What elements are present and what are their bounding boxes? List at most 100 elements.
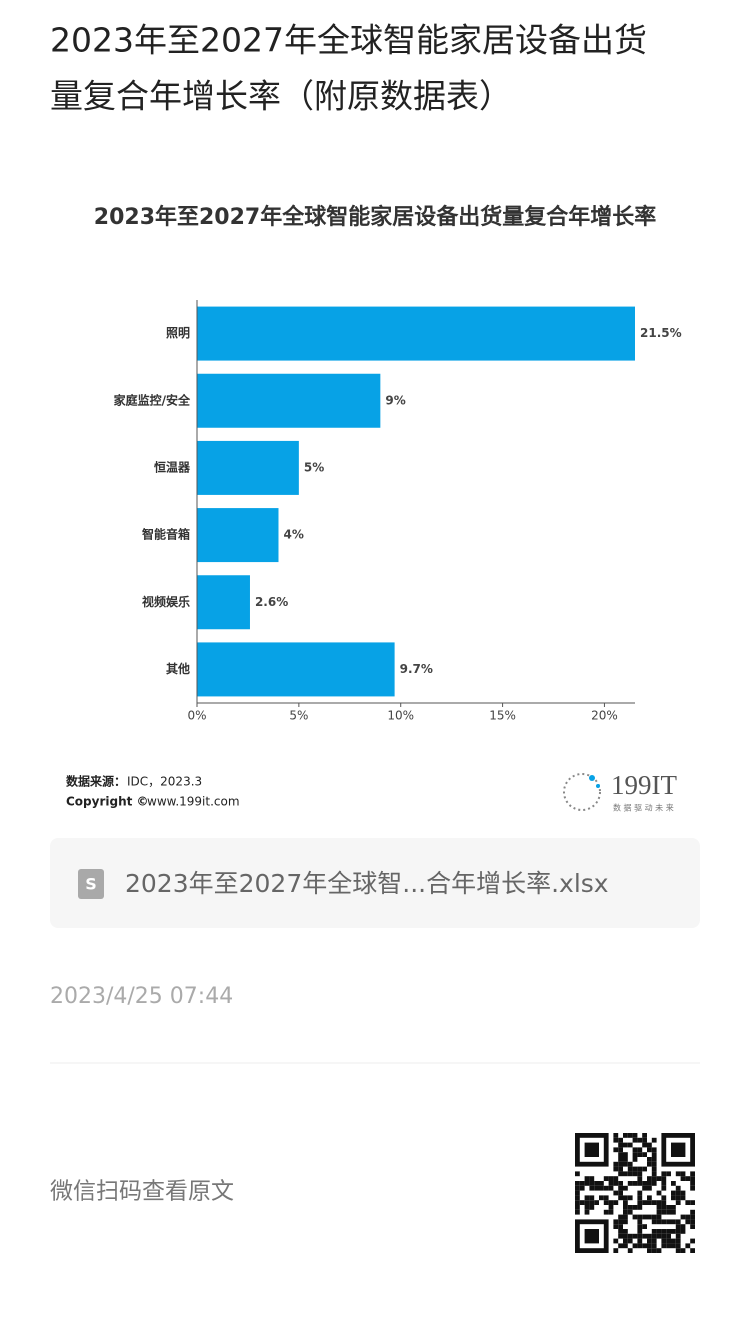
qr-module [594, 1181, 599, 1186]
qr-module [637, 1224, 643, 1229]
qr-module [618, 1161, 623, 1167]
qr-module [623, 1214, 628, 1220]
qr-module [613, 1133, 619, 1138]
qr-module [656, 1200, 662, 1205]
qr-module [579, 1185, 585, 1191]
qr-module [651, 1229, 657, 1234]
qr-module [627, 1209, 633, 1215]
category-label: 其他 [166, 661, 190, 676]
qr-module [680, 1171, 686, 1177]
logo: 199IT 数 据 驱 动 未 来 [563, 770, 677, 813]
qr-module [623, 1152, 628, 1157]
qr-module [637, 1238, 643, 1244]
qr-module [647, 1181, 652, 1186]
qr-module [584, 1181, 590, 1186]
qr-module [608, 1200, 614, 1205]
qr-module [608, 1181, 614, 1186]
qr-module [647, 1248, 652, 1253]
qr-module [656, 1190, 662, 1196]
value-label: 21.5% [640, 326, 682, 340]
qr-code [575, 1133, 695, 1254]
qr-module [594, 1200, 599, 1205]
qr-module [575, 1195, 580, 1201]
category-label: 视频娱乐 [142, 594, 190, 609]
qr-module [594, 1185, 599, 1191]
qr-module [613, 1161, 619, 1167]
qr-module [575, 1209, 580, 1215]
qr-module [627, 1161, 633, 1167]
qr-module [584, 1205, 590, 1210]
qr-module [613, 1219, 619, 1225]
qr-module [618, 1166, 623, 1172]
qr-module [632, 1214, 638, 1220]
qr-module [661, 1229, 667, 1234]
logo-name: 199IT [611, 770, 677, 800]
footer-text: 微信扫码查看原文 [50, 1179, 234, 1205]
qr-module [618, 1190, 623, 1196]
qr-module [666, 1209, 671, 1215]
qr-module [575, 1205, 580, 1210]
qr-module [661, 1185, 667, 1191]
qr-module [656, 1176, 662, 1181]
category-label: 照明 [166, 325, 190, 340]
qr-module [579, 1200, 585, 1205]
qr-module [618, 1219, 623, 1225]
qr-module [647, 1185, 652, 1191]
qr-module [690, 1219, 695, 1225]
qr-module [623, 1205, 628, 1210]
qr-module [661, 1205, 667, 1210]
qr-module [637, 1176, 643, 1181]
qr-module [666, 1243, 671, 1249]
qr-module [680, 1214, 686, 1220]
qr-module [627, 1205, 633, 1210]
logo-dot [589, 775, 595, 781]
qr-module [671, 1243, 676, 1249]
qr-module [675, 1171, 681, 1177]
source: IDC，2023.3 [127, 775, 202, 789]
qr-module [685, 1214, 691, 1220]
qr-module [651, 1214, 657, 1220]
qr-module [661, 1219, 667, 1225]
qr-module [651, 1200, 657, 1205]
qr-module [627, 1181, 633, 1186]
qr-module [651, 1181, 657, 1186]
qr-module [656, 1205, 662, 1210]
qr-module [599, 1195, 604, 1201]
attachment-filename[interactable]: 2023年至2027年全球智...合年增长率.xlsx [125, 869, 609, 898]
qr-module [661, 1176, 667, 1181]
chart: 0% 5% 10% 15% 20% 21.5% 照明 9% 家庭监控/安全 5% 恒温器 4% 智能音箱… [114, 300, 682, 723]
qr-module [661, 1171, 667, 1177]
qr-module [675, 1219, 681, 1225]
qr-module [623, 1142, 628, 1148]
qr-module [675, 1185, 681, 1191]
qr-module [651, 1243, 657, 1249]
source-label: 数据来源： [66, 774, 126, 789]
qr-module [608, 1185, 614, 1191]
qr-module [637, 1200, 643, 1205]
qr-module [637, 1233, 643, 1239]
card-background[interactable] [50, 838, 700, 928]
bar [197, 373, 381, 428]
attachment-card[interactable]: S 2023年至2027年全球智...合年增长率.xlsx [50, 838, 700, 928]
qr-module [675, 1233, 681, 1239]
qr-module [666, 1219, 671, 1225]
qr-module [656, 1229, 662, 1234]
qr-module [637, 1147, 643, 1153]
qr-module [608, 1209, 614, 1215]
qr-module [637, 1205, 643, 1210]
qr-module [618, 1224, 623, 1229]
qr-module [671, 1190, 676, 1196]
qr-module [642, 1152, 647, 1157]
qr-module [675, 1190, 681, 1196]
qr-module [613, 1181, 619, 1186]
qr-finder-center [584, 1229, 599, 1244]
qr-module [584, 1209, 590, 1215]
qr-module [627, 1195, 633, 1201]
bar [197, 306, 635, 361]
qr-module [647, 1200, 652, 1205]
qr-module [690, 1224, 695, 1229]
qr-module [690, 1248, 695, 1253]
qr-module [651, 1137, 657, 1143]
qr-module [618, 1214, 623, 1220]
qr-module [647, 1157, 652, 1162]
